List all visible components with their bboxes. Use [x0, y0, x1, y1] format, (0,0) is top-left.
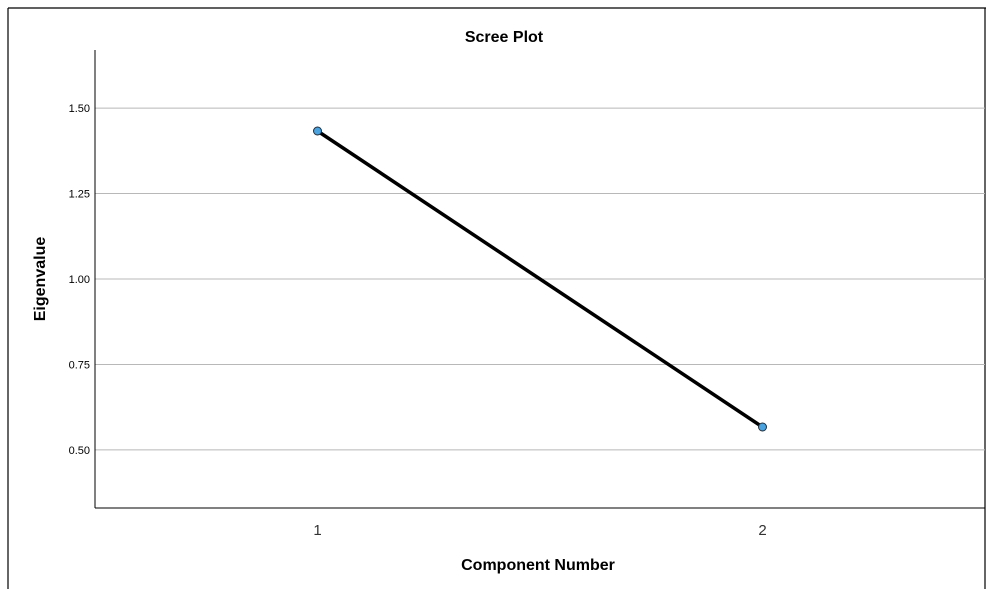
y-tick-labels: 0.50 0.75 1.00 1.25 1.50 — [69, 103, 90, 457]
axes — [94, 50, 985, 509]
x-tick-label: 2 — [758, 522, 766, 539]
y-axis-label: Eigenvalue — [32, 237, 49, 322]
y-tick-label: 1.00 — [69, 274, 90, 286]
x-axis-label: Component Number — [461, 557, 615, 574]
series-line — [315, 129, 765, 429]
data-point — [758, 422, 767, 432]
data-point — [313, 126, 322, 136]
chart-title: Scree Plot — [465, 29, 544, 46]
y-tick-label: 1.50 — [69, 103, 90, 115]
series-eigenvalues — [313, 126, 767, 432]
y-tick-label: 0.50 — [69, 445, 90, 457]
y-tick-label: 1.25 — [69, 189, 90, 201]
y-tick-label: 0.75 — [69, 359, 90, 371]
x-tick-label: 1 — [313, 522, 321, 539]
